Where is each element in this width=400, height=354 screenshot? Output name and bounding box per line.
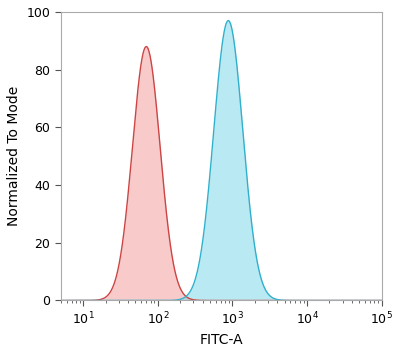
X-axis label: FITC-A: FITC-A [199,333,243,347]
Y-axis label: Normalized To Mode: Normalized To Mode [7,86,21,226]
